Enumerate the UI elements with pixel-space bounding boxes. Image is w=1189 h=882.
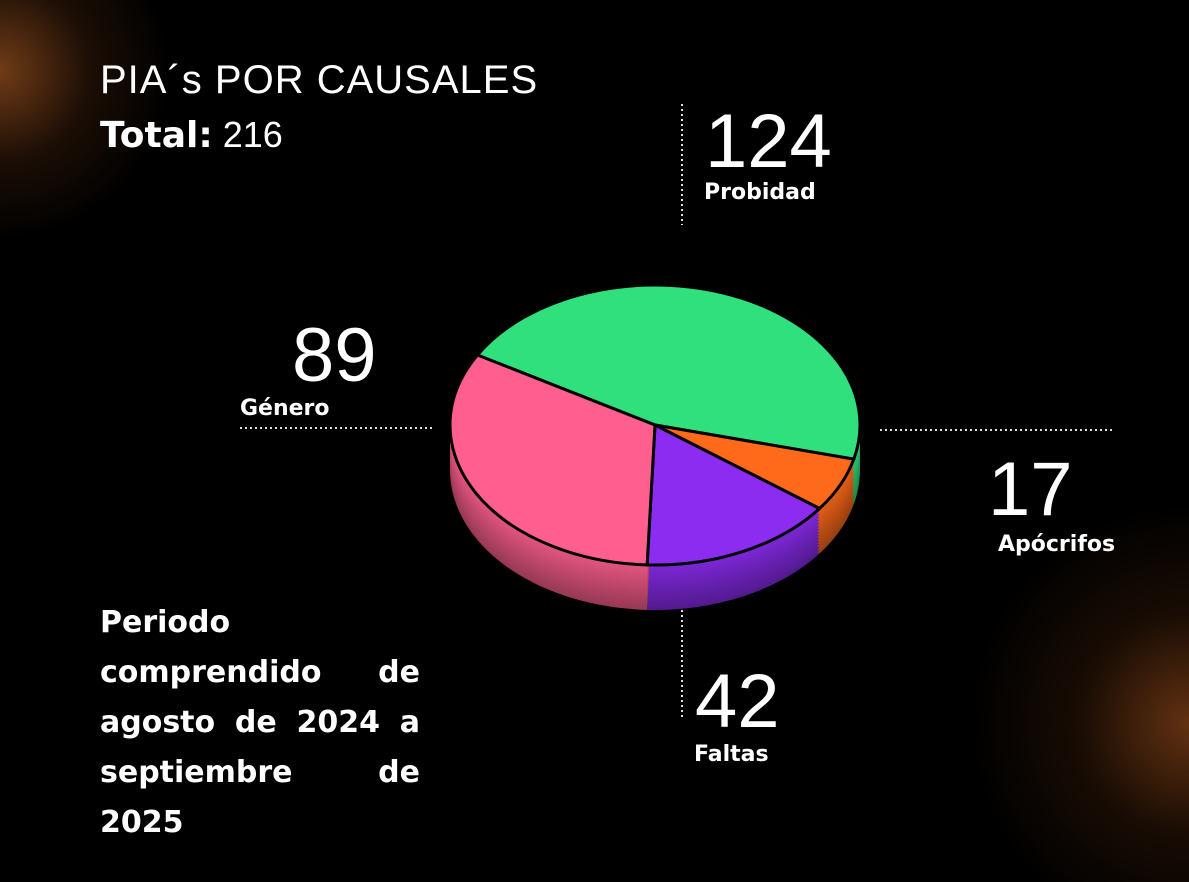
category-label: Género — [240, 396, 330, 421]
total: Total: 216 — [100, 114, 283, 156]
total-value: 216 — [222, 114, 283, 155]
value-label: 17 — [988, 447, 1073, 532]
value-label: 89 — [292, 313, 377, 398]
value-label: 42 — [695, 659, 780, 744]
pie — [448, 283, 862, 610]
slice — [645, 422, 823, 567]
value-label: 124 — [705, 99, 832, 184]
category-label: Apócrifos — [998, 532, 1116, 557]
subtitle: Periodo comprendido de agosto de 2024 a … — [100, 605, 420, 840]
slice — [448, 353, 657, 567]
chart-title: PIA´s POR CAUSALES — [100, 58, 539, 102]
category-label: Faltas — [694, 742, 769, 767]
slice — [474, 283, 862, 461]
category-label: Probidad — [704, 180, 816, 205]
total-label: Total: — [100, 115, 213, 156]
